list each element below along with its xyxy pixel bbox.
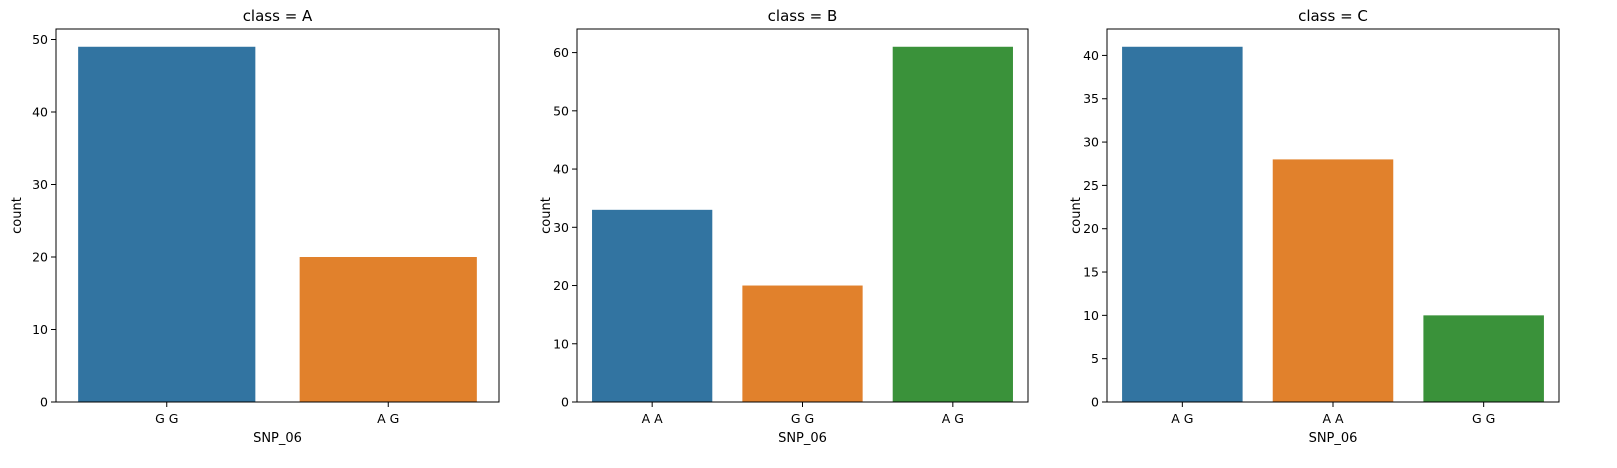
y-tick-label: 0 xyxy=(561,395,569,410)
y-tick-label: 15 xyxy=(1083,265,1099,280)
subplot-class-b: 0 10 20 30 40 50 60 A A G G A G class = B SNP_06 cou… xyxy=(539,7,1029,446)
plot-frame xyxy=(1106,28,1560,403)
bar-ag xyxy=(1122,46,1243,402)
x-axis-label: SNP_06 xyxy=(1309,431,1358,446)
y-tick-label: 0 xyxy=(40,395,48,410)
y-tick-label: 20 xyxy=(32,250,48,265)
y-tick-label: 25 xyxy=(1083,178,1099,193)
y-axis-label: count xyxy=(1069,197,1084,234)
bar-ag xyxy=(299,257,477,402)
y-tick-label: 30 xyxy=(553,220,569,235)
bar-ag xyxy=(892,46,1013,402)
x-axis-label: SNP_06 xyxy=(778,431,827,446)
chart-title: class = A xyxy=(243,7,313,25)
y-tick-label: 20 xyxy=(1083,221,1099,236)
bar-aa xyxy=(592,209,713,402)
subplot-class-c: 0 5 10 15 20 25 30 35 40 A G A A G G class = C SNP_06… xyxy=(1069,7,1560,446)
x-tick-label: A A xyxy=(1322,411,1344,426)
bar-gg xyxy=(1423,315,1544,402)
plot-frame xyxy=(576,28,1029,403)
y-tick-label: 0 xyxy=(1091,395,1099,410)
bar-gg xyxy=(742,285,863,402)
plot-frame xyxy=(55,28,500,403)
y-tick-label: 10 xyxy=(1083,308,1099,323)
bar-gg xyxy=(78,46,256,402)
x-tick-label: A A xyxy=(642,411,664,426)
y-tick-label: 30 xyxy=(32,177,48,192)
y-tick-label: 40 xyxy=(553,162,569,177)
y-tick-label: 10 xyxy=(32,322,48,337)
chart-title: class = B xyxy=(768,7,838,25)
chart-title: class = C xyxy=(1298,7,1368,25)
y-tick-label: 60 xyxy=(553,45,569,60)
y-tick-label: 40 xyxy=(32,105,48,120)
y-tick-label: 35 xyxy=(1083,91,1099,106)
subplot-class-a: 0 10 20 30 40 50 G G A G class = A SNP_06 count xyxy=(10,7,500,446)
y-tick-label: 40 xyxy=(1083,48,1099,63)
y-tick-label: 30 xyxy=(1083,135,1099,150)
y-tick-label: 20 xyxy=(553,278,569,293)
x-tick-label: G G xyxy=(1472,411,1495,426)
y-tick-label: 50 xyxy=(32,32,48,47)
y-tick-label: 50 xyxy=(553,103,569,118)
y-tick-label: 5 xyxy=(1091,351,1099,366)
x-tick-label: G G xyxy=(791,411,814,426)
x-tick-label: A G xyxy=(377,411,399,426)
y-axis-label: count xyxy=(10,197,25,234)
x-tick-label: A G xyxy=(1171,411,1193,426)
x-tick-label: G G xyxy=(155,411,178,426)
x-axis-label: SNP_06 xyxy=(253,431,302,446)
x-tick-label: A G xyxy=(942,411,964,426)
y-tick-label: 10 xyxy=(553,336,569,351)
bar-aa xyxy=(1272,159,1394,402)
y-axis-label: count xyxy=(539,197,554,234)
